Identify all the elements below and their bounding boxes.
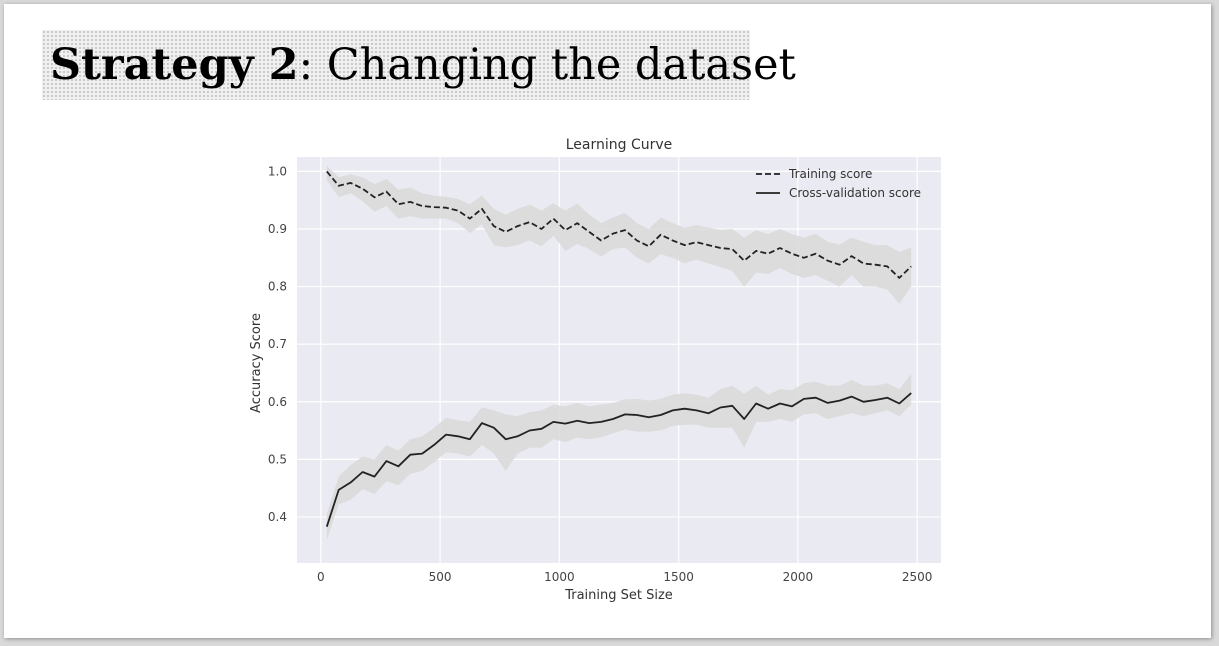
line-training (326, 170, 912, 279)
legend: Training score Cross-validation score (756, 167, 921, 200)
band-training (326, 165, 912, 304)
score-lines (325, 170, 912, 527)
legend-label-training: Training score (788, 167, 872, 181)
y-tick-label: 0.7 (268, 337, 287, 351)
slide: Strategy 2: Changing the dataset 0 500 100… (4, 4, 1211, 638)
y-tick-labels: 0.4 0.5 0.6 0.7 0.8 0.9 1.0 (268, 164, 287, 524)
x-axis-label: Training Set Size (564, 588, 673, 603)
slide-title-rest: : Changing the dataset (298, 40, 796, 90)
band-cross-validation (326, 374, 912, 540)
y-tick-label: 0.4 (268, 510, 287, 524)
score-bands (326, 165, 912, 540)
y-axis-label: Accuracy Score (249, 313, 264, 413)
x-tick-label: 1000 (544, 570, 575, 584)
x-tick-label: 2500 (902, 570, 933, 584)
x-tick-label: 0 (317, 570, 325, 584)
y-tick-label: 0.9 (268, 222, 287, 236)
slide-title-bold: Strategy 2 (50, 40, 299, 90)
y-tick-label: 1.0 (268, 164, 287, 178)
x-tick-label: 500 (429, 570, 452, 584)
y-tick-label: 0.8 (268, 280, 287, 294)
x-tick-label: 2000 (783, 570, 814, 584)
x-tick-label: 1500 (663, 570, 694, 584)
y-tick-label: 0.5 (268, 452, 287, 466)
x-tick-labels: 0 500 1000 1500 2000 2500 (317, 570, 932, 584)
slide-title: Strategy 2: Changing the dataset (50, 38, 796, 92)
line-cross-validation (325, 392, 912, 527)
legend-label-cross-validation: Cross-validation score (789, 186, 921, 200)
slide-title-box: Strategy 2: Changing the dataset (42, 30, 796, 100)
learning-curve-chart: 0 500 1000 1500 2000 2500 0.4 0.5 0.6 0.7 0.8 0.9 1… (249, 137, 941, 603)
y-tick-label: 0.6 (268, 395, 287, 409)
chart-title: Learning Curve (566, 137, 673, 153)
